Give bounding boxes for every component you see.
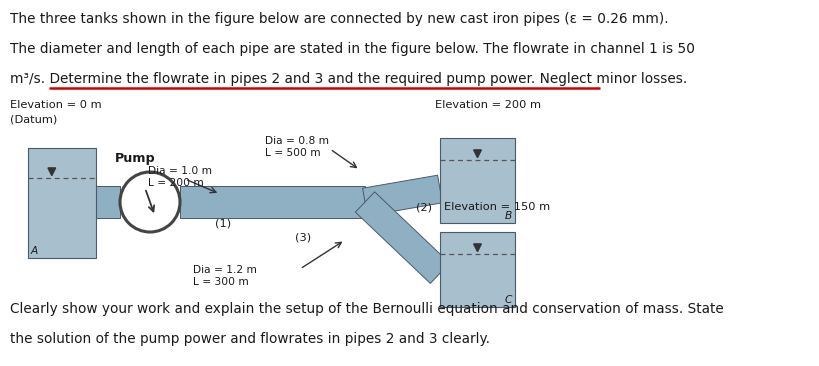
Polygon shape	[48, 168, 56, 176]
Text: B: B	[505, 211, 511, 221]
Text: (1): (1)	[215, 218, 231, 228]
Bar	[28, 148, 96, 258]
Text: Dia = 0.8 m: Dia = 0.8 m	[265, 136, 328, 146]
Text: Dia = 1.2 m: Dia = 1.2 m	[192, 265, 256, 275]
Text: Elevation = 200 m: Elevation = 200 m	[434, 100, 541, 110]
Text: A: A	[31, 246, 38, 256]
Text: L = 300 m: L = 300 m	[192, 277, 248, 287]
Polygon shape	[96, 186, 120, 218]
Text: (3): (3)	[295, 232, 310, 242]
Text: (2): (2)	[415, 202, 432, 212]
Text: Elevation = 150 m: Elevation = 150 m	[443, 202, 550, 212]
Text: L = 200 m: L = 200 m	[147, 178, 203, 188]
Polygon shape	[362, 175, 442, 216]
Polygon shape	[180, 186, 364, 218]
Bar	[440, 138, 514, 223]
Text: Elevation = 0 m: Elevation = 0 m	[10, 100, 102, 110]
Circle shape	[120, 172, 180, 232]
Bar	[440, 232, 514, 307]
Text: (Datum): (Datum)	[10, 114, 57, 124]
Text: The three tanks shown in the figure below are connected by new cast iron pipes (: The three tanks shown in the figure belo…	[10, 12, 667, 26]
Text: the solution of the pump power and flowrates in pipes 2 and 3 clearly.: the solution of the pump power and flowr…	[10, 332, 490, 346]
Text: Clearly show your work and explain the setup of the Bernoulli equation and conse: Clearly show your work and explain the s…	[10, 302, 723, 316]
Text: The diameter and length of each pipe are stated in the figure below. The flowrat: The diameter and length of each pipe are…	[10, 42, 694, 56]
Polygon shape	[473, 244, 481, 251]
Text: C: C	[504, 295, 511, 305]
Text: Dia = 1.0 m: Dia = 1.0 m	[147, 166, 212, 176]
Polygon shape	[355, 192, 449, 283]
Text: Pump: Pump	[115, 152, 156, 165]
Text: m³/s. Determine the flowrate in pipes 2 and 3 and the required pump power. Negle: m³/s. Determine the flowrate in pipes 2 …	[10, 72, 686, 86]
Polygon shape	[473, 150, 481, 158]
Text: L = 500 m: L = 500 m	[265, 148, 320, 158]
